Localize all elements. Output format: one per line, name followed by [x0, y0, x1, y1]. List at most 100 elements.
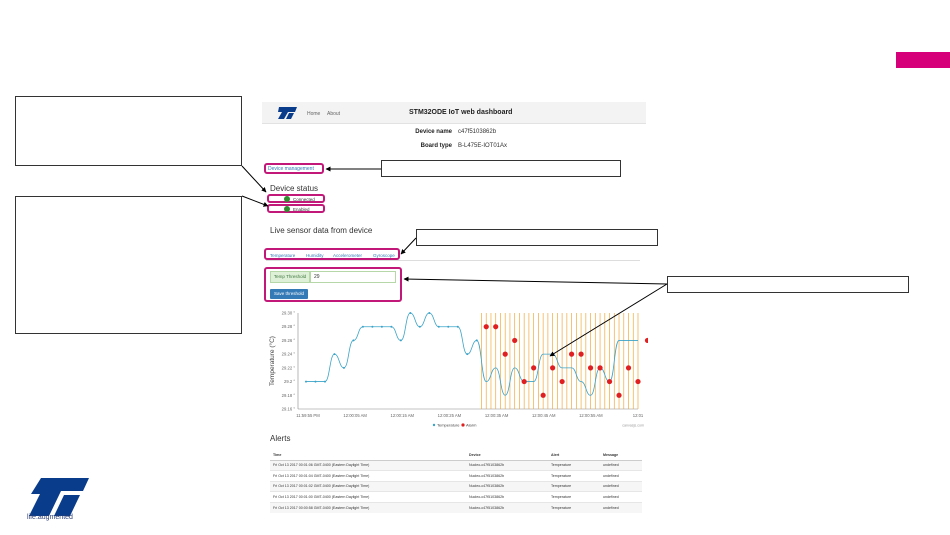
alarm-point — [512, 337, 518, 344]
alarm-point — [587, 365, 594, 371]
alarm-point — [521, 378, 527, 385]
tab-gyroscope[interactable]: Gyroscope — [373, 253, 395, 258]
temperature-point — [399, 339, 402, 342]
status-enabled-label: Enabled — [293, 206, 310, 212]
temperature-point — [314, 380, 317, 383]
alarm-point — [502, 351, 508, 357]
temperature-point — [437, 325, 440, 328]
status-dot-icon — [284, 206, 290, 212]
status-dot-icon — [284, 196, 290, 202]
alarm-point — [635, 378, 641, 385]
x-tick-label: 12:00:25 AM — [438, 413, 462, 418]
cell-time: Fri Oct 13 2017 00:01:02 GMT-0400 (Easte… — [270, 480, 466, 492]
st-logo-icon[interactable] — [276, 106, 298, 120]
alarm-point — [616, 392, 622, 398]
temperature-point — [361, 325, 364, 328]
cell-alert: Temperature — [548, 459, 600, 471]
temperature-series-line — [306, 312, 638, 396]
temperature-point — [447, 325, 450, 328]
arrow-status-indicators — [241, 195, 269, 207]
arrow-threshold — [403, 276, 668, 285]
chart-credit: canvasjs.com — [622, 424, 644, 428]
alarm-point — [597, 365, 603, 371]
cell-alert: Temperature — [548, 480, 600, 492]
table-row: Fri Oct 13 2017 00:01:04 GMT-0400 (Easte… — [270, 470, 642, 481]
device-management-link[interactable]: Device management — [268, 166, 314, 172]
x-tick-label: 12:00:35 AM — [485, 413, 509, 418]
table-row: Fri Oct 13 2017 00:01:00 GMT-0400 (Easte… — [270, 491, 642, 502]
temperature-point — [342, 366, 345, 369]
tab-humidity[interactable]: Humidity — [306, 253, 324, 258]
alarm-point — [540, 392, 546, 398]
tab-temperature[interactable]: Temperature — [270, 253, 296, 258]
y-tick-label: 29.28 ° — [282, 324, 296, 329]
alarm-point — [578, 351, 584, 357]
temperature-point — [380, 325, 383, 328]
cell-device: Nucleo-c47f5103862b — [466, 459, 548, 471]
temperature-chart: 29.30 ° 29.28 ° 29.26 ° 29.24 ° 29.22 ° 29.2 … — [268, 311, 648, 428]
table-row: Fri Oct 13 2017 00:00:58 GMT-0400 (Easte… — [270, 501, 642, 513]
board-type-label: Board type — [420, 143, 452, 149]
save-threshold-button[interactable]: Save threshold — [270, 289, 308, 299]
temperature-point — [390, 325, 393, 328]
temperature-point — [352, 339, 355, 342]
cell-time: Fri Oct 13 2017 00:01:04 GMT-0400 (Easte… — [270, 470, 466, 481]
x-tick-label: 12:00:55 AM — [579, 413, 603, 418]
alarm-point — [606, 378, 613, 385]
alarm-point — [569, 351, 575, 357]
alarm-point — [550, 365, 556, 371]
temperature-point — [305, 380, 307, 383]
col-message: Message — [600, 450, 642, 461]
cell-message: undefined — [600, 491, 642, 502]
callout-box-top-left — [15, 96, 242, 166]
sensor-tabs-highlight — [264, 248, 400, 260]
temperature-point — [333, 353, 336, 356]
cell-message: undefined — [600, 470, 642, 481]
alarm-point — [625, 365, 632, 371]
threshold-highlight — [264, 267, 402, 302]
alerts-heading: Alerts — [270, 434, 291, 443]
st-logo-icon — [29, 478, 89, 516]
device-status-heading: Device status — [270, 184, 319, 193]
table-row: Fri Oct 13 2017 00:01:02 GMT-0400 (Easte… — [270, 480, 642, 492]
nav-about-link[interactable]: About — [327, 111, 341, 117]
status-connected: Connected — [284, 196, 315, 202]
status-connected-label: Connected — [293, 196, 315, 202]
y-tick-label: 29.18 ° — [282, 393, 296, 398]
x-tick-label: 12:01 — [633, 413, 644, 418]
table-row: Fri Oct 13 2017 00:01:06 GMT-0400 (Easte… — [270, 459, 642, 471]
cell-device: Nucleo-c47f5103862b — [466, 480, 548, 492]
cell-alert: Temperature — [548, 491, 600, 502]
y-tick-label: 29.30 ° — [282, 311, 296, 316]
header-accent-tab — [896, 52, 950, 68]
cell-message: undefined — [600, 501, 642, 513]
alerts-table: Time Device Alert Message Fri Oct 13 201… — [270, 450, 642, 513]
col-device: Device — [466, 450, 548, 461]
tab-accelerometer[interactable]: Accelerometer — [333, 253, 363, 258]
temperature-point — [371, 325, 374, 328]
dashboard-title: STM32ODE IoT web dashboard — [409, 109, 513, 116]
cell-message: undefined — [600, 480, 642, 492]
x-tick-label: 12:00:05 AM — [343, 413, 367, 418]
device-name-value: c47f5103862b — [458, 129, 497, 135]
y-tick-label: 29.2 ° — [284, 379, 295, 384]
alarm-point — [559, 378, 565, 385]
x-tick-label: 11:59:55 PM — [296, 413, 320, 418]
threshold-label: Temp Threshold — [270, 271, 310, 283]
nav-home-link[interactable]: Home — [307, 111, 321, 117]
cell-time: Fri Oct 13 2017 00:01:00 GMT-0400 (Easte… — [270, 491, 466, 502]
alarm-point — [483, 324, 489, 330]
cell-alert: Temperature — [548, 470, 600, 481]
cell-alert: Temperature — [548, 501, 600, 513]
alarm-point — [531, 365, 537, 371]
status-enabled: Enabled — [284, 206, 310, 212]
legend-alarm-marker — [461, 423, 465, 427]
arrow-device-status — [241, 165, 267, 193]
brand-tagline: life.augmented — [27, 514, 73, 521]
alarm-point — [644, 337, 648, 344]
temperature-point — [323, 380, 326, 383]
threshold-input[interactable]: 29 — [310, 271, 396, 283]
live-data-heading: Live sensor data from device — [270, 226, 373, 235]
temperature-point — [428, 312, 431, 314]
col-time: Time — [270, 450, 466, 461]
